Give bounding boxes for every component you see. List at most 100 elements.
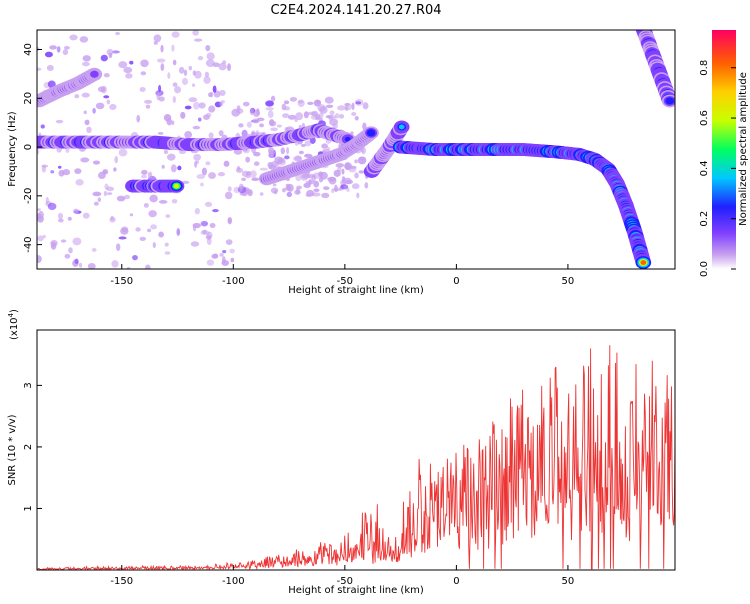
heatmap-speckle [230,257,235,263]
heatmap-speckle [193,153,202,161]
y-tick-label: 1 [23,505,34,511]
heatmap-speckle [286,191,292,198]
heatmap-speckle [193,101,200,110]
heatmap-speckle [37,208,41,212]
heatmap-speckle [285,185,292,191]
heatmap-speckle [80,157,90,163]
snr-panel: -150 -100 -50 0 50 1 2 3 Height of straight li… [7,309,676,596]
heatmap-speckle [135,227,141,232]
heatmap-speckle [91,248,97,252]
heatmap-speckle [83,110,88,115]
heatmap-speckle [245,156,251,163]
spectrogram-x-ticks: -150 -100 -50 0 50 [110,264,574,287]
heatmap-speckle [287,114,297,120]
heatmap-speckle [212,85,217,93]
snr-x-label: Height of straight line (km) [288,585,424,596]
heatmap-speckle [197,56,204,61]
heatmap-speckle [164,242,169,247]
heatmap-cell [398,124,405,130]
heatmap-speckle [160,63,165,71]
heatmap-speckle [140,59,149,68]
heatmap-speckle [45,196,49,205]
heatmap-speckle [152,242,156,249]
heatmap-speckle [259,192,264,196]
heatmap-speckle [335,163,345,168]
heatmap-speckle [208,172,216,180]
heatmap-speckle [104,183,109,190]
heatmap-speckle [329,110,335,116]
heatmap-speckle [103,190,107,197]
heatmap-speckle [178,149,187,155]
heatmap-speckle [103,95,110,99]
spectrogram-heatmap [37,30,675,269]
heatmap-speckle [324,96,334,104]
heatmap-speckle [79,36,89,43]
heatmap-speckle [132,255,138,261]
heatmap-speckle [58,218,64,223]
heatmap-speckle [317,104,326,112]
heatmap-speckle [247,189,253,197]
heatmap-speckle [326,146,331,151]
heatmap-speckle [211,253,219,259]
heatmap-speckle [192,125,201,130]
heatmap-speckle [253,151,261,157]
heatmap-speckle [156,58,166,63]
spectrogram-y-ticks: -40 -20 0 20 40 [23,43,42,253]
colorbar-tick-label: 0.0 [699,261,710,277]
heatmap-speckle [161,164,165,169]
heatmap-speckle [256,108,260,116]
heatmap-speckle [74,94,80,99]
heatmap-speckle [222,250,227,254]
heatmap-speckle [295,112,304,121]
heatmap-speckle [297,100,304,104]
heatmap-speckle [334,113,340,119]
heatmap-speckle [37,148,40,155]
heatmap-speckle [351,112,357,116]
x-tick-label: -50 [337,276,353,287]
snr-multiplier-base: (x10 [9,317,20,340]
heatmap-speckle [170,164,177,173]
heatmap-speckle [253,161,260,166]
heatmap-speckle [340,184,349,190]
heatmap-speckle [166,153,176,161]
heatmap-speckle [74,168,82,175]
snr-multiplier-exponent: 4 [7,312,15,317]
heatmap-speckle [124,194,130,200]
heatmap-speckle [182,77,188,86]
colorbar-ticks: 0.0 0.2 0.4 0.6 0.8 [699,60,736,277]
heatmap-speckle [219,89,226,96]
colorbar-label: Normalized spectral amplitude [738,72,749,226]
heatmap-speckle [227,186,232,192]
heatmap-speckle [116,195,126,202]
heatmap-speckle [37,235,44,242]
heatmap-speckle [305,153,309,158]
heatmap-speckle [160,44,164,53]
x-tick-label: 50 [562,576,575,587]
heatmap-speckle [100,54,108,62]
heatmap-speckle [351,102,355,111]
heatmap-speckle [246,121,252,128]
heatmap-cell [368,130,374,136]
heatmap-speckle [158,200,168,204]
heatmap-speckle [164,251,171,255]
heatmap-speckle [103,73,110,78]
snr-series-line [37,345,675,570]
heatmap-speckle [206,52,215,60]
heatmap-speckle [355,101,362,105]
heatmap-speckle [305,180,315,185]
heatmap-speckle [191,83,196,87]
heatmap-speckle [241,129,248,138]
spectrogram-y-label: Frequency (Hz) [7,111,18,187]
heatmap-speckle [148,210,157,218]
heatmap-speckle [354,115,359,121]
heatmap-speckle [95,102,105,110]
heatmap-speckle [357,156,367,165]
heatmap-speckle [303,111,309,119]
heatmap-speckle [37,67,42,71]
heatmap-speckle [192,30,199,36]
heatmap-speckle [323,186,330,191]
heatmap-speckle [250,131,255,137]
heatmap-speckle [129,60,134,65]
heatmap-speckle [208,105,216,113]
colorbar-tick-label: 0.4 [699,160,710,176]
